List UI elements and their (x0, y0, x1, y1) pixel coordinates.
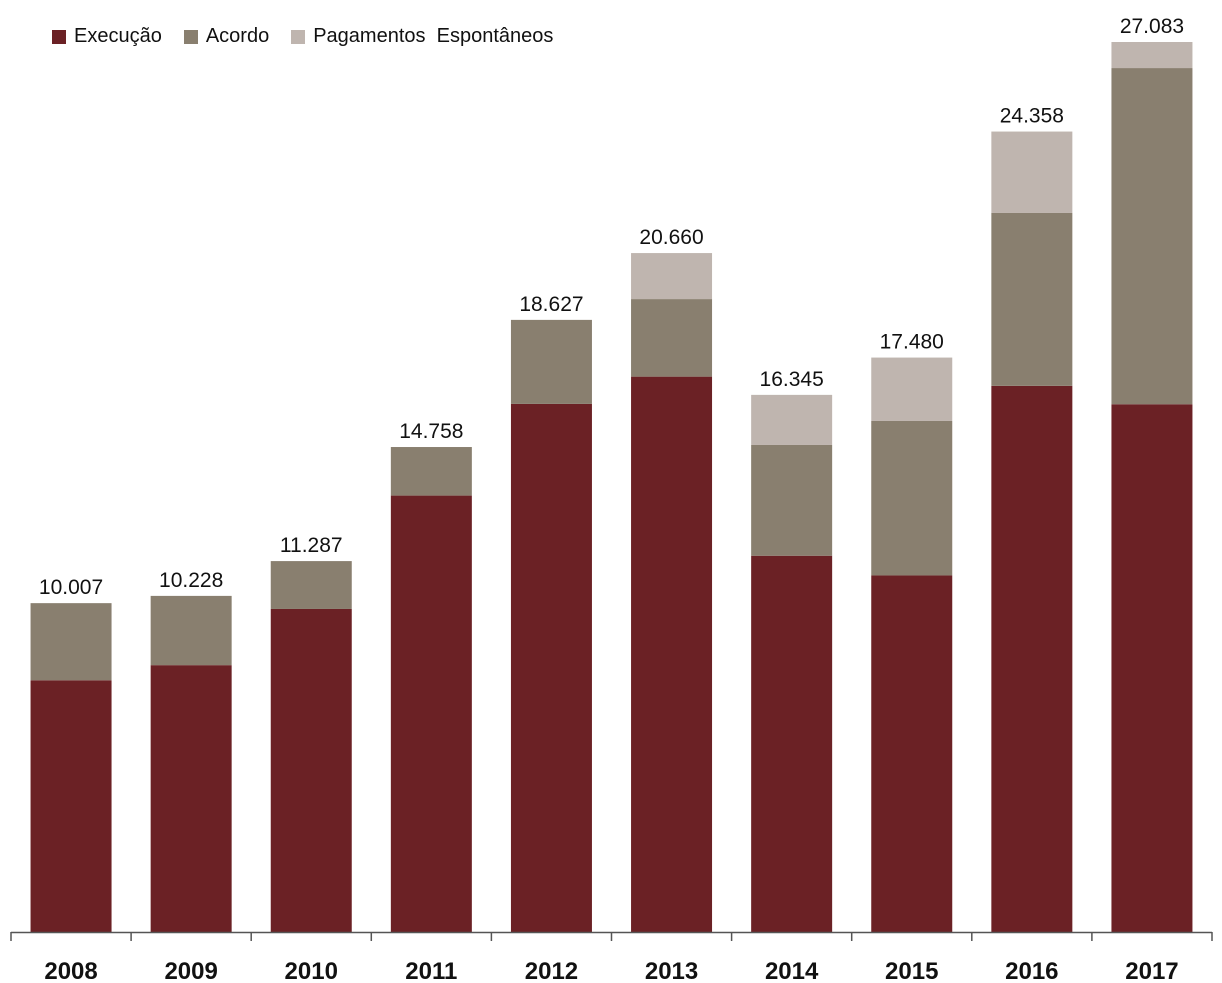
legend-item-pagamentos: Pagamentos Espontâneos (291, 25, 553, 48)
total-label-2011: 14.758 (399, 420, 463, 443)
total-label-2012: 18.627 (519, 293, 583, 316)
bar-segment-2015-series-1 (871, 421, 953, 576)
bar-segment-2009-series-1 (150, 595, 232, 666)
bar-segment-2009-series-0 (150, 665, 232, 932)
x-tick-label-2014: 2014 (765, 958, 819, 983)
bar-segment-2017-series-2 (1111, 42, 1193, 69)
total-label-2016: 24.358 (1000, 105, 1064, 128)
x-tick-label-2012: 2012 (525, 958, 578, 983)
bar-segment-2014-series-0 (751, 555, 833, 932)
bar-segment-2015-series-0 (871, 575, 953, 932)
bar-segment-2011-series-0 (390, 495, 472, 932)
total-label-2010: 11.287 (280, 534, 343, 557)
x-tick-label-2015: 2015 (885, 958, 938, 983)
bar-segment-2015-series-2 (871, 357, 953, 421)
legend-swatch-execucao (52, 29, 66, 44)
legend-swatch-pagamentos (291, 29, 306, 44)
total-label-2015: 17.480 (880, 331, 944, 354)
bar-segment-2013-series-1 (631, 299, 713, 377)
bar-segment-2017-series-1 (1111, 68, 1193, 405)
bar-segment-2017-series-0 (1111, 404, 1193, 932)
legend-item-execucao: Execução (52, 25, 162, 48)
total-label-2008: 10.007 (39, 576, 103, 599)
total-label-2014: 16.345 (760, 368, 824, 391)
bar-segment-2010-series-0 (270, 608, 352, 932)
x-tick-label-2008: 2008 (44, 958, 97, 983)
bar-segment-2012-series-1 (510, 319, 592, 404)
total-label-2009: 10.228 (159, 569, 223, 592)
bar-segment-2014-series-1 (751, 444, 833, 556)
bar-segment-2016-series-1 (991, 212, 1073, 386)
bar-segment-2013-series-0 (631, 376, 713, 932)
bar-segment-2008-series-0 (30, 680, 112, 932)
bar-segment-2014-series-2 (751, 394, 833, 445)
x-tick-label-2010: 2010 (285, 958, 338, 983)
bar-segment-2011-series-1 (390, 447, 472, 496)
legend-swatch-acordo (183, 29, 198, 44)
x-tick-label-2017: 2017 (1125, 958, 1178, 983)
chart-legend: Execução Acordo Pagamentos Espontâneos (52, 25, 553, 48)
bar-segment-2016-series-0 (991, 385, 1073, 933)
x-tick-label-2011: 2011 (405, 958, 457, 983)
bar-segment-2012-series-0 (510, 403, 592, 932)
legend-item-acordo: Acordo (183, 25, 270, 48)
legend-label-pagamentos: Pagamentos Espontâneos (313, 25, 554, 47)
bar-segment-2016-series-2 (991, 131, 1073, 213)
x-tick-label-2016: 2016 (1005, 958, 1058, 983)
bar-segment-2008-series-1 (30, 603, 112, 681)
x-tick-label-2013: 2013 (645, 958, 698, 983)
bar-segment-2010-series-1 (270, 561, 352, 609)
total-label-2013: 20.660 (639, 226, 703, 249)
legend-label-acordo: Acordo (205, 25, 270, 47)
x-tick-label-2009: 2009 (164, 958, 217, 983)
legend-label-execucao: Execução (74, 25, 162, 47)
bar-segment-2013-series-2 (631, 253, 713, 300)
total-label-2017: 27.083 (1120, 15, 1184, 38)
